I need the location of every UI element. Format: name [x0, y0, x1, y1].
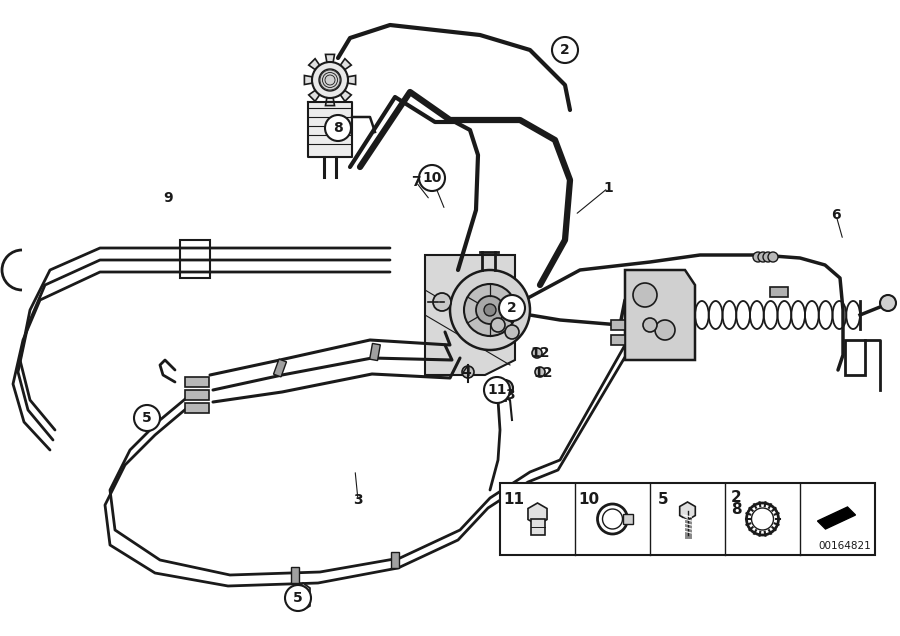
Circle shape [476, 296, 504, 324]
Text: 3: 3 [505, 388, 515, 402]
Polygon shape [326, 98, 335, 106]
Circle shape [602, 509, 623, 529]
Text: 11: 11 [503, 492, 524, 506]
Circle shape [752, 508, 773, 530]
Bar [274, 359, 286, 377]
Circle shape [312, 62, 348, 98]
Text: 10: 10 [422, 171, 442, 185]
Bar [291, 567, 299, 583]
Polygon shape [340, 59, 351, 70]
Circle shape [484, 304, 496, 316]
Circle shape [464, 284, 516, 336]
Bar [770, 287, 788, 297]
Circle shape [763, 252, 773, 262]
Circle shape [552, 37, 578, 63]
Circle shape [419, 165, 445, 191]
Text: 3: 3 [353, 493, 363, 507]
Text: 8: 8 [333, 121, 343, 135]
Circle shape [433, 293, 451, 311]
Bar [185, 390, 209, 400]
Circle shape [285, 585, 311, 611]
Circle shape [532, 348, 542, 358]
Polygon shape [528, 503, 547, 525]
Text: 8: 8 [731, 502, 742, 516]
Polygon shape [309, 59, 320, 70]
Bar [623, 514, 633, 524]
Text: 5: 5 [293, 591, 303, 605]
Bar [180, 240, 210, 278]
Text: 2: 2 [560, 43, 570, 57]
Circle shape [633, 283, 657, 307]
Bar [500, 483, 875, 555]
Circle shape [325, 115, 351, 141]
Text: 2: 2 [507, 301, 517, 315]
Text: 12: 12 [530, 346, 550, 360]
Text: 5: 5 [142, 411, 152, 425]
Bar [185, 377, 209, 387]
Circle shape [753, 252, 763, 262]
Circle shape [484, 377, 510, 403]
Circle shape [134, 405, 160, 431]
Polygon shape [425, 255, 515, 375]
Text: 7: 7 [411, 175, 421, 189]
Circle shape [499, 295, 525, 321]
Circle shape [462, 366, 474, 378]
Bar [611, 320, 625, 330]
Bar [391, 552, 399, 568]
Text: 4: 4 [461, 365, 471, 379]
Text: 10: 10 [578, 492, 599, 506]
Bar [530, 519, 544, 535]
Circle shape [491, 318, 505, 332]
Circle shape [535, 367, 545, 377]
Circle shape [880, 295, 896, 311]
Polygon shape [340, 90, 351, 101]
Polygon shape [625, 270, 695, 360]
Text: 5: 5 [658, 492, 669, 506]
Circle shape [497, 380, 513, 396]
Circle shape [505, 325, 519, 339]
Text: 9: 9 [163, 191, 173, 205]
Text: 1: 1 [603, 181, 613, 195]
Bar [611, 335, 625, 345]
Text: 2: 2 [731, 490, 742, 504]
Polygon shape [304, 76, 312, 85]
Polygon shape [680, 502, 696, 520]
Text: 12: 12 [533, 366, 553, 380]
Circle shape [643, 318, 657, 332]
Polygon shape [308, 102, 352, 157]
Bar [185, 403, 209, 413]
Text: 00164821: 00164821 [818, 541, 871, 551]
Text: 6: 6 [832, 208, 841, 222]
Polygon shape [309, 90, 320, 101]
Bar [370, 343, 381, 361]
Polygon shape [347, 76, 356, 85]
Circle shape [450, 270, 530, 350]
Polygon shape [326, 55, 335, 62]
Polygon shape [296, 583, 310, 610]
Circle shape [319, 69, 341, 91]
Circle shape [758, 252, 768, 262]
Text: 11: 11 [487, 383, 507, 397]
Polygon shape [817, 507, 856, 529]
Circle shape [655, 320, 675, 340]
Circle shape [768, 252, 778, 262]
